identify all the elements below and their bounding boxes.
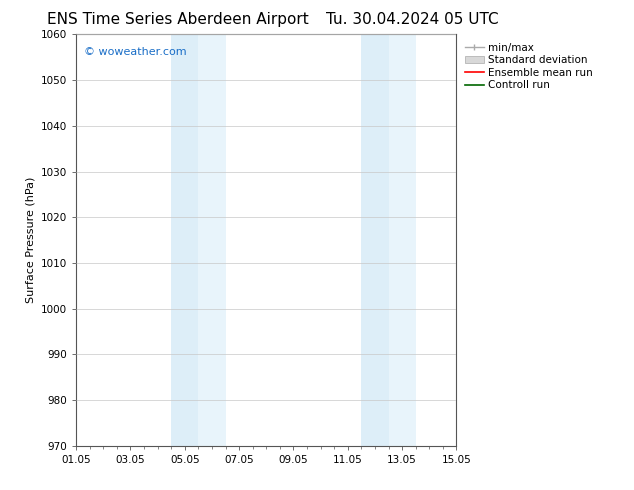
Text: ENS Time Series Aberdeen Airport: ENS Time Series Aberdeen Airport <box>47 12 308 27</box>
Bar <box>389 34 416 446</box>
Bar <box>361 34 389 446</box>
Y-axis label: Surface Pressure (hPa): Surface Pressure (hPa) <box>25 177 36 303</box>
Bar <box>198 34 226 446</box>
Text: © woweather.com: © woweather.com <box>84 47 186 57</box>
Text: Tu. 30.04.2024 05 UTC: Tu. 30.04.2024 05 UTC <box>326 12 498 27</box>
Bar <box>171 34 198 446</box>
Legend: min/max, Standard deviation, Ensemble mean run, Controll run: min/max, Standard deviation, Ensemble me… <box>462 40 595 94</box>
